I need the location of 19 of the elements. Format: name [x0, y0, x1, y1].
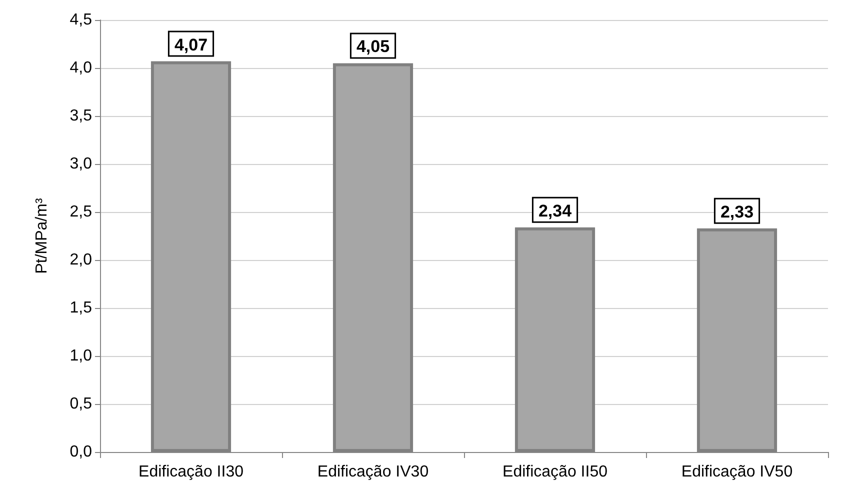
- y-tick-label: 4,5: [70, 12, 92, 28]
- data-label: 4,05: [356, 37, 390, 56]
- y-tick-label: 1,5: [70, 300, 92, 316]
- x-tick-label: Edificação II30: [138, 464, 244, 480]
- y-tick-label: 3,0: [70, 156, 92, 172]
- data-label: 2,33: [720, 202, 754, 222]
- x-tick-label: Edificação IV30: [317, 464, 429, 480]
- y-axis-title: Pt/MPa/m³: [34, 198, 50, 274]
- y-tick-label: 1,0: [70, 348, 92, 364]
- y-tick-label: 0,0: [70, 444, 92, 460]
- y-tick-label: 2,5: [70, 204, 92, 220]
- y-tick-label: 0,5: [70, 396, 92, 412]
- x-tick-label: Edificação II50: [502, 464, 608, 480]
- y-tick-label: 2,0: [70, 252, 92, 268]
- data-label: 2,34: [538, 201, 572, 220]
- x-tick-label: Edificação IV50: [681, 464, 793, 480]
- data-label: 4,07: [174, 35, 208, 54]
- y-tick-label: 4,0: [70, 60, 92, 76]
- y-tick-label: 3,5: [70, 108, 92, 124]
